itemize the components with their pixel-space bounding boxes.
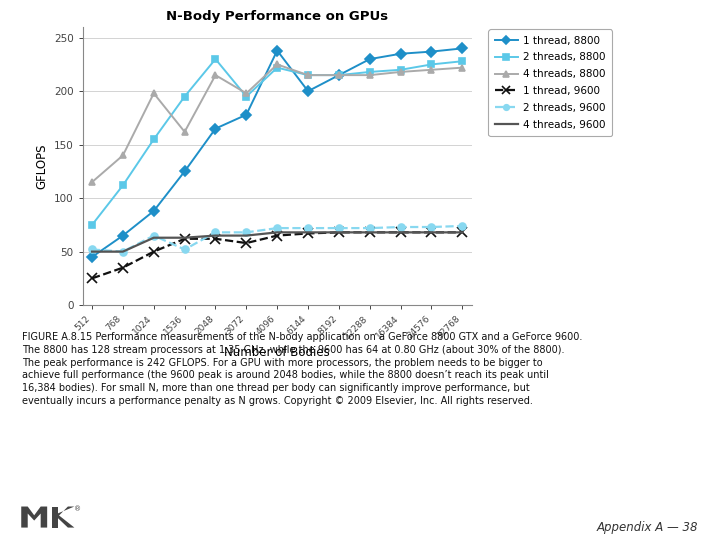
1 thread, 8800 (427, 49, 436, 55)
1 thread, 8800 (304, 88, 312, 94)
Text: Appendix A — 38: Appendix A — 38 (597, 521, 698, 534)
1 thread, 9600 (150, 248, 158, 255)
2 threads, 8800 (458, 58, 467, 64)
4 threads, 9600 (304, 229, 312, 235)
4 threads, 8800 (458, 64, 467, 71)
1 thread, 8800 (396, 51, 405, 57)
1 thread, 8800 (88, 254, 96, 260)
1 thread, 8800 (366, 56, 374, 62)
1 thread, 9600 (335, 229, 343, 235)
2 threads, 8800 (335, 72, 343, 78)
Polygon shape (58, 507, 74, 517)
Y-axis label: GFLOPS: GFLOPS (35, 143, 48, 189)
1 thread, 8800 (242, 111, 251, 118)
1 thread, 8800 (273, 48, 282, 54)
2 threads, 8800 (150, 136, 158, 143)
1 thread, 8800 (458, 45, 467, 52)
2 threads, 9600 (335, 225, 343, 231)
4 threads, 9600 (119, 248, 127, 255)
4 threads, 9600 (150, 234, 158, 241)
X-axis label: Number of Bodies: Number of Bodies (225, 346, 330, 359)
4 threads, 9600 (180, 234, 189, 241)
Line: 4 threads, 8800: 4 threads, 8800 (89, 61, 466, 186)
Polygon shape (22, 507, 48, 528)
Line: 2 threads, 9600: 2 threads, 9600 (89, 222, 466, 255)
2 threads, 8800 (273, 64, 282, 71)
1 thread, 9600 (304, 230, 312, 237)
4 threads, 8800 (335, 72, 343, 78)
4 threads, 8800 (427, 66, 436, 73)
4 threads, 8800 (396, 69, 405, 75)
Polygon shape (58, 514, 74, 528)
2 threads, 9600 (242, 229, 251, 235)
2 threads, 8800 (304, 72, 312, 78)
1 thread, 9600 (427, 229, 436, 235)
4 threads, 8800 (304, 72, 312, 78)
2 threads, 9600 (88, 246, 96, 253)
1 thread, 8800 (335, 72, 343, 78)
4 threads, 8800 (366, 72, 374, 78)
1 thread, 8800 (119, 232, 127, 239)
1 thread, 9600 (273, 232, 282, 239)
4 threads, 9600 (335, 229, 343, 235)
Line: 2 threads, 8800: 2 threads, 8800 (89, 56, 466, 228)
2 threads, 8800 (366, 69, 374, 75)
2 threads, 8800 (427, 61, 436, 68)
2 threads, 8800 (88, 221, 96, 228)
4 threads, 9600 (242, 232, 251, 239)
4 threads, 9600 (88, 248, 96, 255)
4 threads, 8800 (88, 179, 96, 185)
4 threads, 8800 (180, 129, 189, 135)
4 threads, 9600 (273, 229, 282, 235)
2 threads, 8800 (396, 66, 405, 73)
4 threads, 8800 (150, 90, 158, 97)
Polygon shape (52, 507, 58, 528)
1 thread, 8800 (150, 208, 158, 214)
2 threads, 8800 (242, 93, 251, 100)
4 threads, 8800 (119, 152, 127, 159)
1 thread, 9600 (242, 240, 251, 246)
2 threads, 9600 (119, 248, 127, 255)
2 threads, 9600 (211, 229, 220, 235)
4 threads, 8800 (242, 90, 251, 97)
4 threads, 9600 (458, 229, 467, 235)
2 threads, 8800 (180, 93, 189, 100)
4 threads, 8800 (273, 61, 282, 68)
2 threads, 8800 (211, 56, 220, 62)
4 threads, 9600 (427, 229, 436, 235)
4 threads, 8800 (211, 72, 220, 78)
Text: FIGURE A.8.15 Performance measurements of the N-body application on a GeForce 88: FIGURE A.8.15 Performance measurements o… (22, 332, 582, 406)
2 threads, 9600 (304, 225, 312, 231)
1 thread, 9600 (88, 275, 96, 281)
2 threads, 9600 (366, 225, 374, 231)
1 thread, 9600 (211, 235, 220, 242)
1 thread, 9600 (119, 265, 127, 271)
2 threads, 9600 (458, 222, 467, 229)
2 threads, 9600 (180, 246, 189, 253)
Line: 4 threads, 9600: 4 threads, 9600 (92, 232, 462, 252)
4 threads, 9600 (211, 232, 220, 239)
Line: 1 thread, 8800: 1 thread, 8800 (89, 45, 466, 260)
1 thread, 9600 (396, 229, 405, 235)
Text: ®: ® (74, 507, 81, 512)
2 threads, 9600 (273, 225, 282, 231)
1 thread, 9600 (180, 235, 189, 242)
2 threads, 8800 (119, 182, 127, 188)
Line: 1 thread, 9600: 1 thread, 9600 (87, 227, 467, 283)
4 threads, 9600 (366, 229, 374, 235)
Title: N-Body Performance on GPUs: N-Body Performance on GPUs (166, 10, 388, 23)
2 threads, 9600 (150, 232, 158, 239)
Legend: 1 thread, 8800, 2 threads, 8800, 4 threads, 8800, 1 thread, 9600, 2 threads, 960: 1 thread, 8800, 2 threads, 8800, 4 threa… (488, 29, 611, 136)
1 thread, 9600 (366, 229, 374, 235)
4 threads, 9600 (396, 229, 405, 235)
2 threads, 9600 (427, 224, 436, 230)
1 thread, 9600 (458, 229, 467, 235)
2 threads, 9600 (396, 224, 405, 230)
1 thread, 8800 (180, 168, 189, 174)
1 thread, 8800 (211, 125, 220, 132)
